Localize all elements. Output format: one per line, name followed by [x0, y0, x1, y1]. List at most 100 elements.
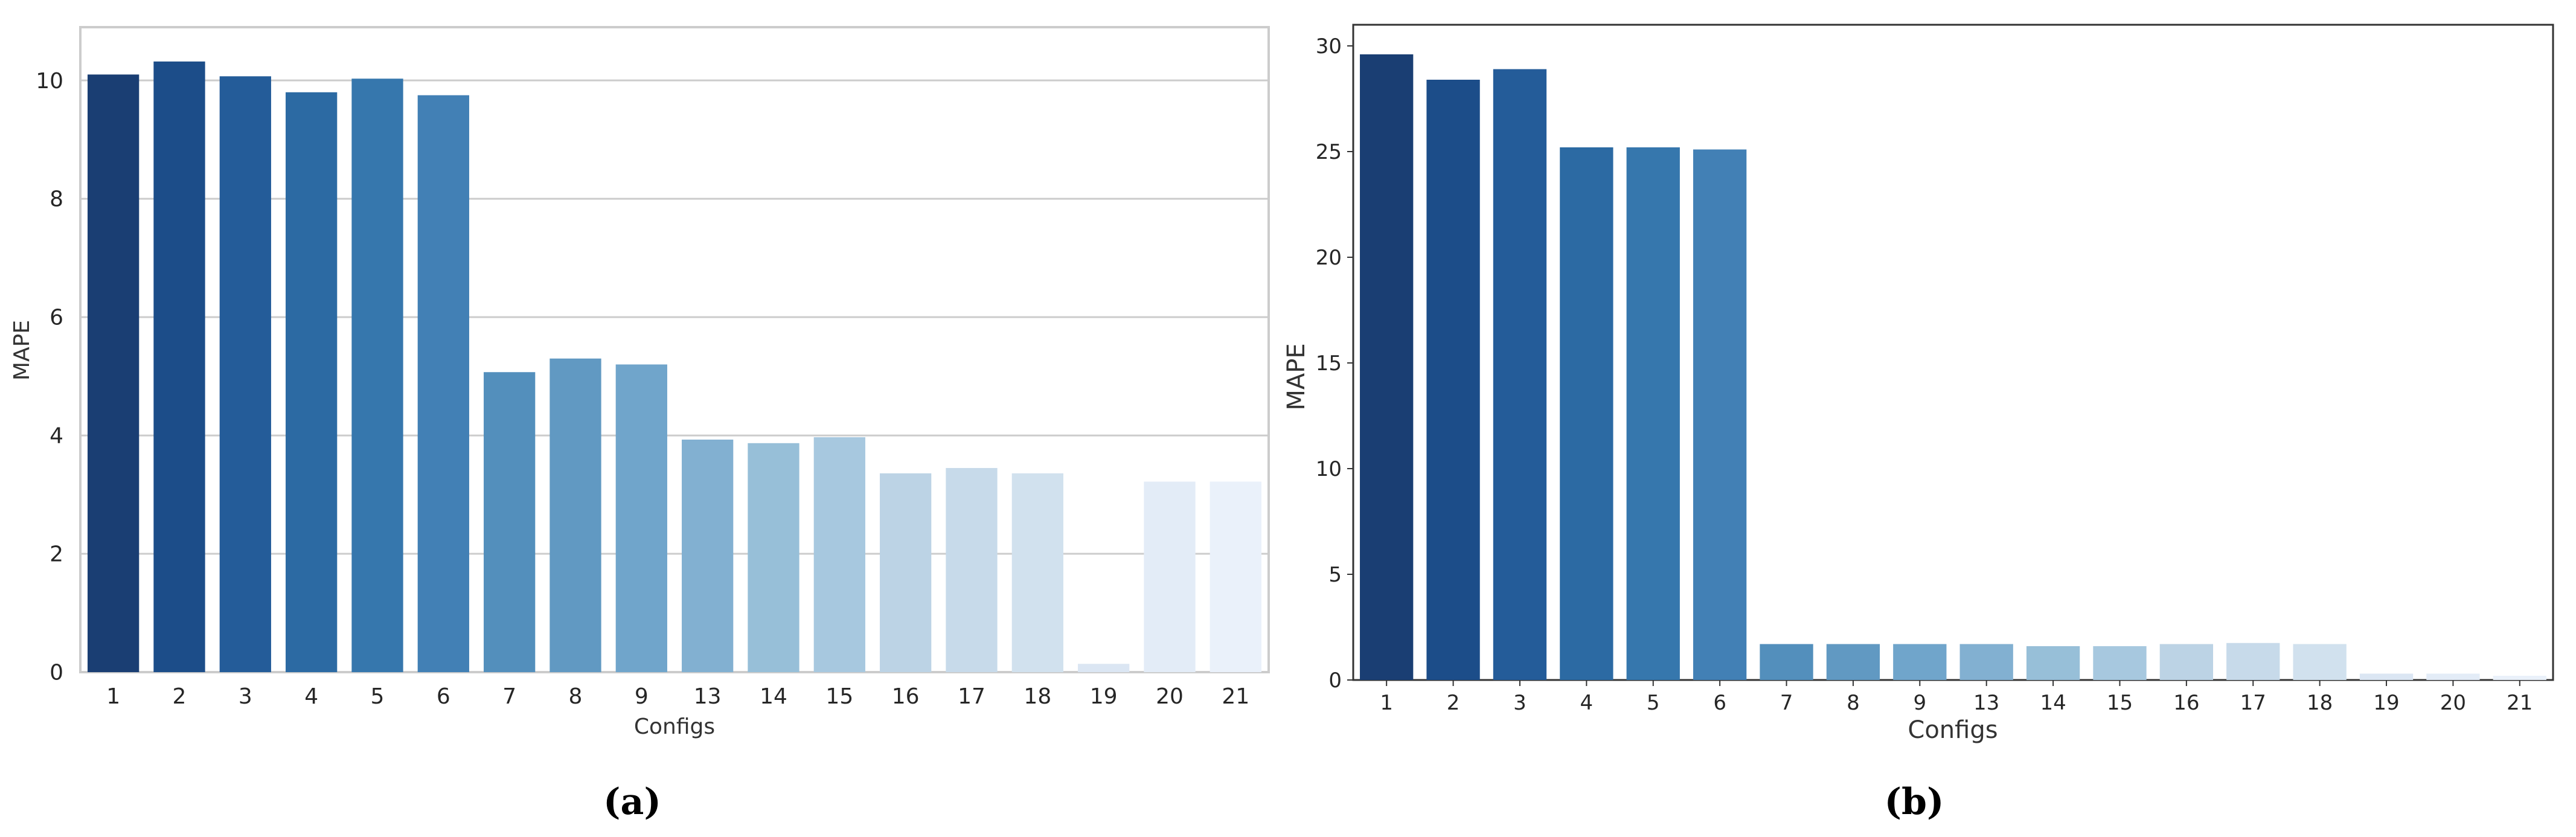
bar	[1493, 69, 1547, 680]
plot-area-frame	[1352, 24, 2554, 681]
x-tick-label: 1	[106, 684, 120, 709]
x-tick-label: 5	[1647, 691, 1660, 715]
bar	[1893, 644, 1947, 680]
x-tick-label: 19	[1090, 684, 1118, 709]
bar	[946, 467, 998, 672]
x-tick-label: 13	[694, 684, 722, 709]
x-tick-label: 4	[304, 684, 318, 709]
bar	[286, 92, 338, 673]
y-tick-label: 20	[1316, 246, 1342, 270]
y-tick-label: 25	[1316, 140, 1342, 164]
bar	[748, 443, 799, 672]
x-tick-label: 7	[502, 684, 516, 709]
bar	[2159, 644, 2214, 680]
x-tick-label: 15	[825, 684, 853, 709]
x-tick-label: 20	[2440, 691, 2466, 715]
bar	[1078, 664, 1130, 672]
x-tick-label: 21	[2507, 691, 2533, 715]
y-tick-label: 8	[50, 187, 63, 212]
x-tick-labels: 1 2 3 4 5 6 7 8 9 13 14 15 16 17 18 19 20 21	[1380, 680, 2533, 715]
bar	[1693, 149, 1747, 680]
chart-panel-b: 0 5 10 15 20 25 30 1 2 3 4 5 6 7 8 9 13 14 15 16 17 18 19 20 21…	[1283, 24, 2554, 823]
bar	[1626, 147, 1680, 680]
bar	[813, 437, 865, 672]
y-tick-label: 10	[1316, 457, 1342, 481]
bar	[2226, 643, 2280, 680]
x-tick-label: 17	[2240, 691, 2266, 715]
bar	[417, 95, 469, 672]
bar	[219, 76, 271, 672]
bar	[549, 358, 601, 672]
x-tick-label: 14	[2040, 691, 2066, 715]
x-tick-label: 21	[1222, 684, 1249, 709]
y-axis-label: MAPE	[10, 320, 34, 380]
x-tick-label: 4	[1580, 691, 1594, 715]
x-tick-label: 18	[1024, 684, 1051, 709]
bar	[1011, 473, 1063, 672]
x-tick-label: 7	[1780, 691, 1793, 715]
bar	[351, 79, 403, 673]
x-tick-label: 3	[1513, 691, 1527, 715]
x-tick-label: 8	[569, 684, 583, 709]
x-tick-label: 2	[173, 684, 187, 709]
x-tick-label: 5	[371, 684, 385, 709]
bar	[1959, 644, 2013, 680]
bar	[1210, 481, 1261, 672]
bar	[2426, 673, 2480, 680]
bar	[615, 364, 667, 672]
x-tick-label: 8	[1847, 691, 1860, 715]
x-tick-label: 9	[1913, 691, 1926, 715]
y-tick-label: 6	[50, 306, 63, 330]
bar	[88, 74, 139, 673]
x-tick-labels: 1 2 3 4 5 6 7 8 9 13 14 15 16 17 18 19 20 21	[106, 684, 1249, 709]
bar	[1360, 54, 1414, 680]
bar	[1560, 147, 1613, 680]
y-tick-label: 4	[50, 424, 63, 449]
bar	[880, 473, 932, 672]
plot-area-frame	[79, 26, 1270, 673]
bar	[1826, 644, 1880, 680]
bar	[484, 372, 536, 672]
bar	[1426, 80, 1480, 680]
y-tick-label: 2	[50, 542, 63, 567]
y-tick-label: 5	[1328, 563, 1342, 587]
x-tick-label: 17	[958, 684, 985, 709]
bar	[2293, 644, 2347, 680]
bar	[1760, 644, 1813, 680]
x-tick-label: 6	[437, 684, 450, 709]
y-axis-label: MAPE	[1283, 343, 1310, 410]
x-tick-label: 2	[1447, 691, 1460, 715]
bars	[1360, 54, 2546, 680]
x-tick-label: 9	[635, 684, 649, 709]
panel-caption: (b)	[1885, 781, 1944, 823]
y-tick-labels: 0 2 4 6 8 10	[36, 69, 63, 685]
x-tick-label: 13	[1973, 691, 1999, 715]
bar	[2493, 676, 2546, 680]
bar	[2093, 646, 2147, 680]
x-tick-label: 6	[1713, 691, 1726, 715]
x-tick-label: 19	[2373, 691, 2399, 715]
x-tick-label: 16	[892, 684, 920, 709]
x-tick-label: 15	[2107, 691, 2133, 715]
y-tick-labels: 0 5 10 15 20 25 30	[1316, 34, 1353, 693]
x-tick-label: 1	[1380, 691, 1393, 715]
bars	[88, 61, 1261, 673]
y-tick-label: 30	[1316, 34, 1342, 59]
panel-caption: (a)	[603, 781, 661, 823]
x-tick-label: 16	[2173, 691, 2199, 715]
x-tick-label: 18	[2307, 691, 2333, 715]
x-tick-label: 3	[239, 684, 252, 709]
x-tick-label: 14	[760, 684, 787, 709]
bar	[682, 439, 734, 672]
x-axis-label: Configs	[1908, 716, 1998, 744]
x-axis-label: Configs	[634, 714, 715, 739]
y-tick-label: 15	[1316, 351, 1342, 376]
y-tick-label: 0	[50, 661, 63, 685]
bar	[2026, 646, 2080, 680]
bar	[1144, 481, 1196, 672]
y-tick-label: 0	[1328, 669, 1342, 693]
bar	[2359, 673, 2414, 680]
y-tick-label: 10	[36, 69, 63, 94]
